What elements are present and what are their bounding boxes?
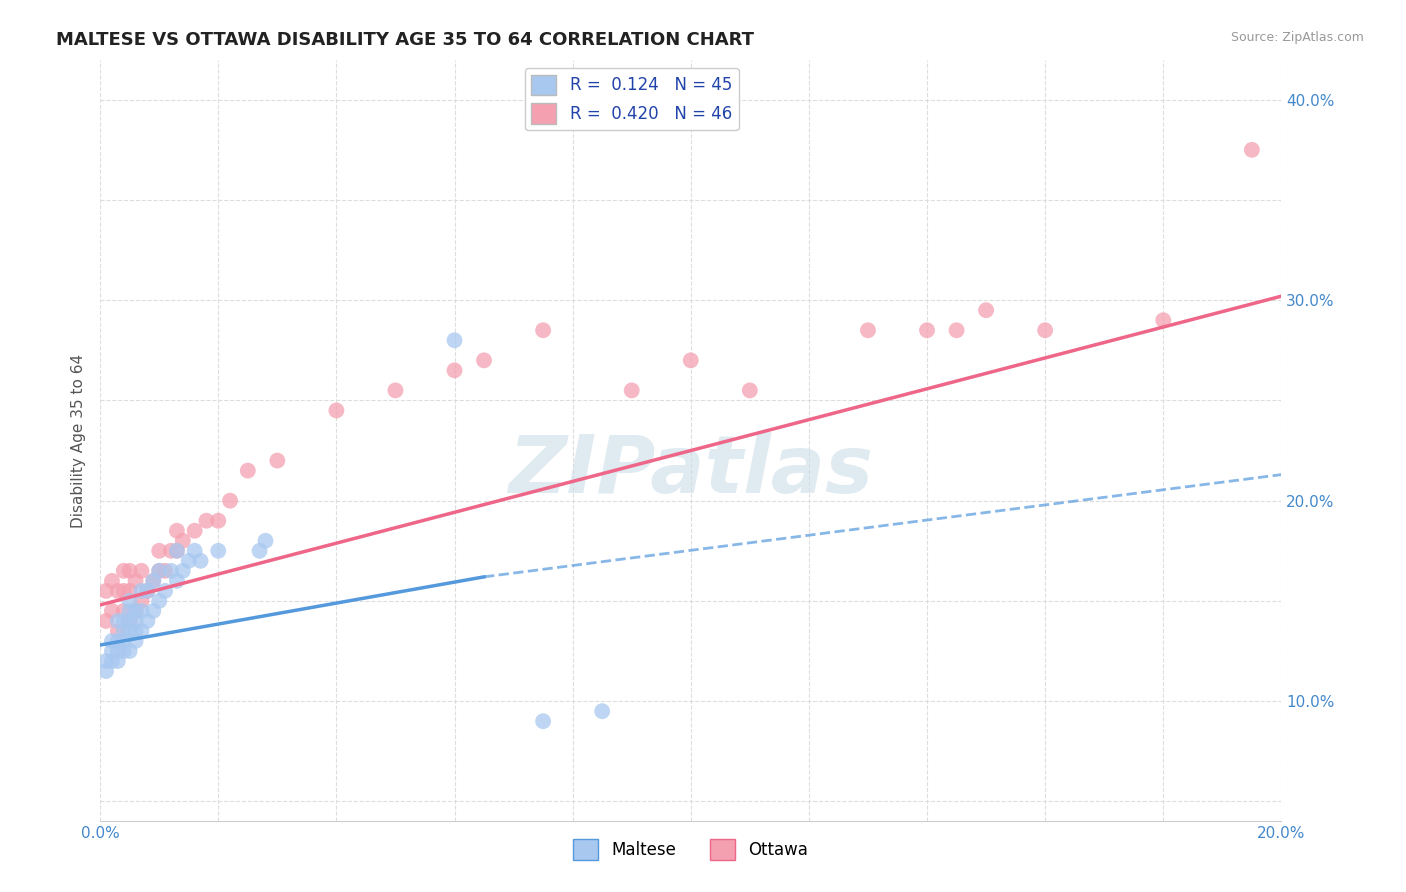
Point xyxy=(153,564,176,578)
Point xyxy=(384,384,406,398)
Point xyxy=(591,704,613,718)
Point xyxy=(679,353,702,368)
Text: MALTESE VS OTTAWA DISABILITY AGE 35 TO 64 CORRELATION CHART: MALTESE VS OTTAWA DISABILITY AGE 35 TO 6… xyxy=(56,31,754,49)
Point xyxy=(620,384,643,398)
Point xyxy=(112,624,135,638)
Point xyxy=(148,564,170,578)
Point xyxy=(118,644,141,658)
Point xyxy=(183,543,205,558)
Point xyxy=(107,654,129,668)
Point xyxy=(531,323,554,337)
Point xyxy=(131,583,153,598)
Point xyxy=(107,624,129,638)
Point xyxy=(107,583,129,598)
Point xyxy=(118,594,141,608)
Point xyxy=(266,453,288,467)
Point xyxy=(177,554,200,568)
Point xyxy=(472,353,495,368)
Point xyxy=(738,384,761,398)
Point xyxy=(183,524,205,538)
Point xyxy=(94,583,117,598)
Point xyxy=(148,594,170,608)
Point xyxy=(142,604,165,618)
Point xyxy=(945,323,967,337)
Point xyxy=(249,543,271,558)
Point xyxy=(112,614,135,628)
Point xyxy=(190,554,212,568)
Point xyxy=(107,634,129,648)
Point xyxy=(118,624,141,638)
Point xyxy=(142,574,165,588)
Point xyxy=(124,624,146,638)
Point xyxy=(1240,143,1263,157)
Point xyxy=(118,614,141,628)
Point xyxy=(915,323,938,337)
Point xyxy=(166,543,188,558)
Point xyxy=(124,634,146,648)
Point xyxy=(166,543,188,558)
Point xyxy=(118,583,141,598)
Text: Source: ZipAtlas.com: Source: ZipAtlas.com xyxy=(1230,31,1364,45)
Y-axis label: Disability Age 35 to 64: Disability Age 35 to 64 xyxy=(72,353,86,527)
Text: ZIPatlas: ZIPatlas xyxy=(508,432,873,510)
Point xyxy=(207,514,229,528)
Point xyxy=(112,604,135,618)
Point xyxy=(236,464,259,478)
Point xyxy=(101,604,124,618)
Point xyxy=(136,583,159,598)
Point xyxy=(172,564,194,578)
Point xyxy=(131,594,153,608)
Point xyxy=(531,714,554,729)
Point xyxy=(207,543,229,558)
Point xyxy=(101,574,124,588)
Point xyxy=(148,543,170,558)
Point xyxy=(325,403,347,417)
Point xyxy=(94,614,117,628)
Point xyxy=(112,583,135,598)
Point xyxy=(443,363,465,377)
Point xyxy=(1033,323,1056,337)
Point xyxy=(195,514,218,528)
Point xyxy=(974,303,997,318)
Point xyxy=(124,604,146,618)
Point xyxy=(107,614,129,628)
Point xyxy=(219,493,242,508)
Point xyxy=(131,564,153,578)
Point xyxy=(160,564,183,578)
Point xyxy=(136,583,159,598)
Point xyxy=(101,634,124,648)
Point xyxy=(124,604,146,618)
Point xyxy=(856,323,879,337)
Point xyxy=(142,574,165,588)
Point xyxy=(112,644,135,658)
Point xyxy=(166,524,188,538)
Point xyxy=(254,533,277,548)
Point xyxy=(172,533,194,548)
Point xyxy=(166,574,188,588)
Legend: R =  0.124   N = 45, R =  0.420   N = 46: R = 0.124 N = 45, R = 0.420 N = 46 xyxy=(524,68,738,130)
Point xyxy=(112,634,135,648)
Point xyxy=(118,614,141,628)
Point xyxy=(136,614,159,628)
Point xyxy=(101,654,124,668)
Point xyxy=(118,604,141,618)
Point xyxy=(124,574,146,588)
Point xyxy=(1152,313,1174,327)
Point xyxy=(131,624,153,638)
Point xyxy=(101,644,124,658)
Point xyxy=(107,644,129,658)
Point xyxy=(160,543,183,558)
Point xyxy=(112,564,135,578)
Point xyxy=(94,664,117,678)
Point xyxy=(443,333,465,347)
Point xyxy=(153,583,176,598)
Point xyxy=(94,654,117,668)
Point xyxy=(118,564,141,578)
Point xyxy=(148,564,170,578)
Point xyxy=(131,604,153,618)
Point xyxy=(124,614,146,628)
